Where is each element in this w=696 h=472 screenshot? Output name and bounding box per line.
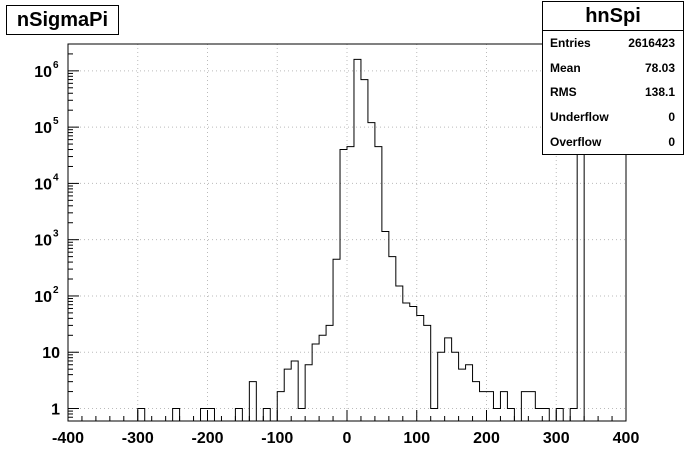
- stats-title: hnSpi: [543, 2, 683, 31]
- histogram-bin: [347, 147, 354, 421]
- x-tick-label: -100: [261, 430, 293, 447]
- y-tick-exponent: 2: [53, 285, 59, 296]
- x-tick-label: -200: [191, 430, 223, 447]
- histogram-bin: [410, 306, 417, 421]
- histogram-bin: [542, 409, 549, 421]
- y-tick-exponent: 6: [53, 60, 59, 71]
- histogram-bin: [452, 352, 459, 421]
- stats-row-rms: RMS 138.1: [543, 80, 683, 105]
- histogram-bin: [417, 315, 424, 421]
- histogram-bin: [201, 409, 208, 421]
- y-tick-label: 1: [51, 402, 60, 419]
- histogram-bin: [249, 382, 256, 421]
- histogram-bin: [208, 409, 215, 421]
- histogram-bin: [528, 392, 535, 421]
- stats-row-entries: Entries 2616423: [543, 31, 683, 56]
- y-tick-label: 10: [34, 120, 52, 137]
- histogram-bin: [535, 409, 542, 421]
- histogram-bin: [173, 409, 180, 421]
- histogram-bin: [375, 147, 382, 421]
- y-tick-label: 10: [34, 289, 52, 306]
- histogram-bin: [354, 59, 361, 421]
- grid-lines: [67, 44, 627, 421]
- histogram-bin: [438, 352, 445, 421]
- chart-title: nSigmaPi: [6, 5, 119, 35]
- histogram-bin: [326, 325, 333, 421]
- histogram-bin: [473, 382, 480, 421]
- stats-value: 78.03: [644, 60, 675, 75]
- histogram-bin: [291, 361, 298, 421]
- stats-label: RMS: [550, 85, 577, 100]
- histogram-bin: [284, 369, 291, 421]
- histogram-bin: [298, 409, 305, 421]
- stats-label: Overflow: [550, 134, 602, 149]
- stats-row-mean: Mean 78.03: [543, 56, 683, 81]
- x-tick-label: -300: [122, 430, 154, 447]
- stats-value: 0: [668, 110, 675, 125]
- histogram-bin: [431, 409, 438, 421]
- histogram-bin: [403, 303, 410, 421]
- histogram-bin: [493, 409, 500, 421]
- histogram-bin: [507, 409, 514, 421]
- histogram-bin: [500, 392, 507, 421]
- histogram-bin: [577, 140, 584, 421]
- stats-label: Mean: [550, 60, 581, 75]
- stats-value: 0: [668, 134, 675, 149]
- histogram-bin: [556, 409, 563, 421]
- histogram-bin: [424, 325, 431, 421]
- x-tick-label: 0: [343, 430, 352, 447]
- stats-value: 138.1: [644, 85, 675, 100]
- y-tick-label: 10: [42, 345, 60, 362]
- histogram-bin: [368, 123, 375, 421]
- x-tick-label: 300: [543, 430, 570, 447]
- histogram-bin: [382, 231, 389, 421]
- histogram-bin: [312, 344, 319, 421]
- y-tick-exponent: 3: [53, 229, 59, 240]
- y-tick-label: 10: [34, 233, 52, 250]
- histogram-bin: [263, 409, 270, 421]
- histogram-bin: [396, 286, 403, 421]
- histogram-line: [68, 58, 626, 422]
- histogram-bin: [277, 392, 284, 421]
- histogram-bin: [138, 409, 145, 421]
- histogram-bin: [333, 259, 340, 421]
- histogram-bin: [570, 409, 577, 421]
- histogram-bin: [466, 365, 473, 421]
- x-tick-label: -400: [52, 430, 84, 447]
- stats-row-overflow: Overflow 0: [543, 129, 683, 154]
- y-tick-exponent: 4: [53, 172, 59, 183]
- x-axis-ticks: -400 -300 -200 -100 0 100 200 300 400: [52, 410, 639, 447]
- histogram-bin: [389, 257, 396, 421]
- x-tick-label: 400: [613, 430, 640, 447]
- histogram-bin: [305, 365, 312, 421]
- histogram-bin: [361, 80, 368, 421]
- stats-label: Underflow: [550, 110, 609, 125]
- stats-row-underflow: Underflow 0: [543, 105, 683, 130]
- histogram-bin: [480, 392, 487, 421]
- x-tick-label: 200: [473, 430, 500, 447]
- histogram-bin: [340, 150, 347, 421]
- stats-label: Entries: [550, 36, 591, 51]
- y-tick-label: 10: [34, 176, 52, 193]
- y-tick-label: 10: [34, 64, 52, 81]
- stats-value: 2616423: [628, 36, 675, 51]
- histogram-bin: [487, 392, 494, 421]
- y-tick-exponent: 5: [53, 116, 59, 127]
- histogram-bin: [521, 392, 528, 421]
- histogram-bin: [235, 409, 242, 421]
- stats-box: hnSpi Entries 2616423 Mean 78.03 RMS 138…: [542, 1, 684, 155]
- x-tick-label: 100: [403, 430, 430, 447]
- histogram-bin: [459, 369, 466, 421]
